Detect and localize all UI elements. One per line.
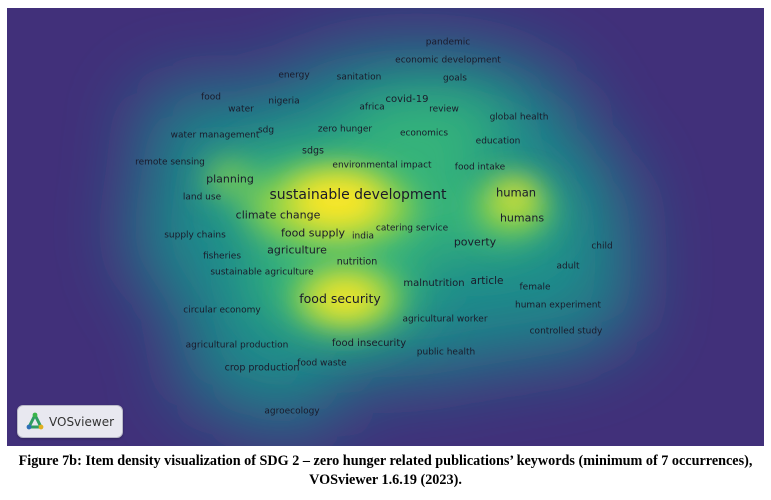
keyword-sdgs[interactable]: sdgs: [302, 145, 324, 157]
keyword-agroecology[interactable]: agroecology: [264, 406, 320, 417]
keyword-remote-sensing[interactable]: remote sensing: [135, 157, 205, 168]
keyword-land-use[interactable]: land use: [182, 192, 222, 203]
keyword-agricultural-worker[interactable]: agricultural worker: [402, 314, 488, 325]
keyword-food-insecurity[interactable]: food insecurity: [331, 338, 407, 349]
keyword-crop-production[interactable]: crop production: [224, 362, 300, 374]
keyword-food-supply[interactable]: food supply: [280, 226, 346, 240]
keyword-controlled-study[interactable]: controlled study: [529, 326, 603, 337]
keyword-goals[interactable]: goals: [443, 73, 467, 84]
keyword-humans[interactable]: humans: [499, 211, 545, 225]
keyword-global-health[interactable]: global health: [489, 112, 549, 123]
keyword-agriculture[interactable]: agriculture: [267, 243, 327, 257]
keyword-agricultural-production[interactable]: agricultural production: [185, 340, 289, 351]
keyword-poverty[interactable]: poverty: [453, 235, 497, 249]
keyword-pandemic[interactable]: pandemic: [425, 37, 471, 48]
keyword-malnutrition[interactable]: malnutrition: [403, 278, 465, 289]
keyword-nutrition[interactable]: nutrition: [336, 256, 378, 268]
figure-caption: Figure 7b: Item density visualization of…: [18, 453, 753, 488]
keyword-sdg[interactable]: sdg: [257, 125, 275, 136]
keyword-water[interactable]: water: [228, 104, 254, 115]
density-map[interactable]: pandemic economic development energy sanita…: [7, 8, 764, 446]
vosviewer-logo-icon: [26, 412, 44, 429]
keyword-energy[interactable]: energy: [278, 70, 310, 81]
keyword-sanitation[interactable]: sanitation: [336, 72, 382, 83]
keyword-food-intake[interactable]: food intake: [454, 162, 506, 173]
keyword-human-experiment[interactable]: human experiment: [515, 300, 601, 311]
keyword-sustainable-agriculture[interactable]: sustainable agriculture: [210, 267, 314, 278]
keyword-adult[interactable]: adult: [556, 261, 580, 272]
keyword-india[interactable]: india: [352, 231, 374, 242]
keyword-environmental-impact[interactable]: environmental impact: [332, 160, 432, 171]
keyword-child[interactable]: child: [591, 241, 613, 252]
keyword-sustainable-development[interactable]: sustainable development: [269, 187, 447, 203]
keyword-article[interactable]: article: [470, 274, 504, 287]
keyword-economic-development[interactable]: economic development: [395, 55, 501, 66]
keyword-catering-service[interactable]: catering service: [375, 223, 449, 234]
keyword-supply-chains[interactable]: supply chains: [164, 230, 226, 241]
keyword-food[interactable]: food: [201, 92, 221, 103]
keyword-zero-hunger[interactable]: zero hunger: [317, 124, 373, 135]
keyword-human[interactable]: human: [495, 185, 537, 200]
keyword-covid-19[interactable]: covid-19: [385, 94, 429, 105]
keyword-review[interactable]: review: [429, 104, 459, 115]
keyword-economics[interactable]: economics: [399, 128, 449, 139]
keyword-public-health[interactable]: public health: [416, 347, 476, 358]
keyword-food-waste[interactable]: food waste: [297, 358, 347, 369]
keyword-female[interactable]: female: [519, 282, 551, 293]
keyword-africa[interactable]: africa: [359, 102, 385, 113]
keyword-planning[interactable]: planning: [206, 172, 254, 186]
density-heatmap: [132, 48, 637, 428]
keyword-food-security[interactable]: food security: [299, 290, 381, 306]
keyword-nigeria[interactable]: nigeria: [268, 96, 300, 107]
keyword-circular-economy[interactable]: circular economy: [183, 305, 261, 316]
vosviewer-label: VOSviewer: [49, 414, 115, 429]
keyword-education[interactable]: education: [475, 136, 521, 147]
keyword-climate-change[interactable]: climate change: [235, 208, 321, 222]
vosviewer-badge[interactable]: VOSviewer: [17, 405, 123, 438]
keyword-water-management[interactable]: water management: [170, 130, 260, 141]
keyword-fisheries[interactable]: fisheries: [202, 251, 242, 262]
